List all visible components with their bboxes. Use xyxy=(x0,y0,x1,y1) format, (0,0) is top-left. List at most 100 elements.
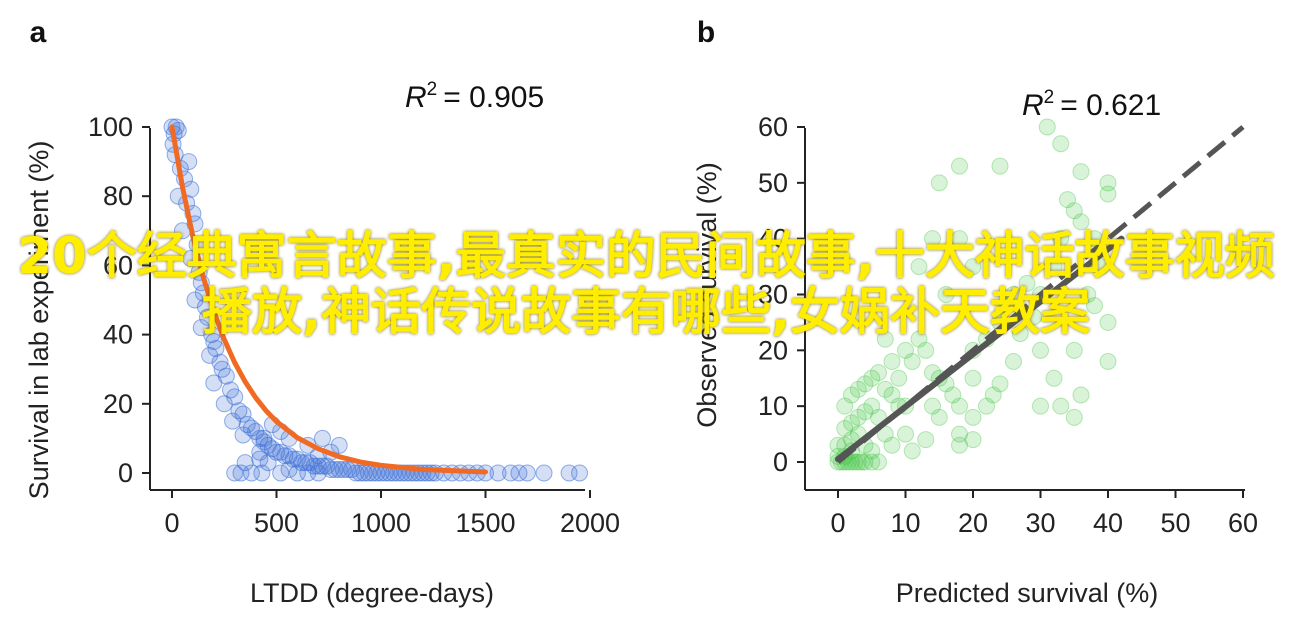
y-tick-label: 40 xyxy=(103,320,133,350)
y-tick-label: 20 xyxy=(758,335,788,365)
data-point xyxy=(849,408,867,426)
data-point xyxy=(964,369,982,387)
data-point xyxy=(930,174,948,192)
data-point xyxy=(924,230,941,248)
r-squared-value: = 0.621 xyxy=(1060,89,1161,122)
data-point xyxy=(843,414,860,432)
data-point xyxy=(1059,191,1076,209)
data-point xyxy=(207,339,225,357)
data-point xyxy=(856,375,874,393)
y-tick-label: 20 xyxy=(103,389,133,419)
r-symbol: R xyxy=(405,81,427,114)
data-point xyxy=(937,286,955,303)
data-point xyxy=(951,436,968,454)
y-tick-label: 60 xyxy=(103,250,133,280)
data-point xyxy=(251,443,269,461)
chart-panel-b: b 0 10 20 30 40 50 60 0 10 20 30 40 50 60 Predicted sur… xyxy=(692,16,1258,608)
x-tick-label: 50 xyxy=(1160,508,1190,538)
data-point xyxy=(991,375,1009,393)
r-squared-annotation: R2 = 0.905 xyxy=(405,79,544,114)
y-tick-label: 60 xyxy=(758,112,788,142)
data-point xyxy=(1092,258,1110,276)
x-tick-label: 30 xyxy=(1025,508,1055,538)
data-point xyxy=(876,330,894,348)
data-point xyxy=(863,442,881,460)
x-tick-label: 500 xyxy=(254,508,299,538)
data-point xyxy=(1005,286,1022,303)
data-point xyxy=(1052,230,1070,248)
data-point xyxy=(203,326,221,344)
data-point xyxy=(863,397,881,415)
data-point xyxy=(1045,258,1063,276)
data-point xyxy=(883,353,901,370)
r-squared-superscript: 2 xyxy=(427,79,438,100)
data-point xyxy=(330,436,348,454)
data-point xyxy=(1018,274,1036,292)
r-symbol: R xyxy=(1022,89,1044,122)
data-point xyxy=(897,341,914,359)
data-point xyxy=(846,453,864,471)
data-point xyxy=(284,450,302,468)
r-squared-annotation: R2 = 0.621 xyxy=(1022,87,1161,122)
data-point xyxy=(836,420,854,437)
data-point xyxy=(944,386,962,404)
data-point xyxy=(253,464,271,482)
y-tick-label: 0 xyxy=(118,458,133,488)
data-point xyxy=(211,353,229,371)
x-tick-label: 10 xyxy=(890,508,920,538)
fit-curve xyxy=(169,124,488,475)
x-tick-label: 2000 xyxy=(560,508,620,538)
data-point xyxy=(883,386,901,404)
data-point xyxy=(535,464,553,482)
data-point xyxy=(1065,408,1083,426)
data-point xyxy=(1099,313,1117,331)
data-point xyxy=(224,412,242,430)
data-point xyxy=(192,319,210,337)
data-point xyxy=(1045,369,1063,387)
data-point xyxy=(1072,213,1090,231)
data-point xyxy=(1072,163,1090,181)
r-squared-superscript: 2 xyxy=(1044,87,1055,108)
y-tick-label: 50 xyxy=(758,168,788,198)
identity-dashed-line xyxy=(836,125,1245,464)
data-point xyxy=(205,374,223,392)
data-point xyxy=(1052,135,1070,153)
data-point xyxy=(236,454,254,472)
data-point xyxy=(205,333,223,351)
data-point xyxy=(903,353,921,370)
data-point xyxy=(1032,397,1049,415)
data-point xyxy=(910,258,928,276)
panel-label: a xyxy=(30,16,47,49)
data-point xyxy=(917,341,935,359)
data-point xyxy=(518,464,536,482)
data-point xyxy=(1011,325,1029,343)
data-point xyxy=(883,436,901,454)
data-point xyxy=(863,369,881,387)
data-point xyxy=(571,464,589,482)
y-tick-label: 10 xyxy=(758,391,788,421)
data-point xyxy=(234,405,252,423)
y-tick-label: 100 xyxy=(88,112,133,142)
data-point xyxy=(984,386,1002,404)
data-point xyxy=(339,461,357,479)
overlay-caption: 20个经典寓言故事,最真实的民间故事,十大神话故事视频播放,神话传说故事有哪些,… xyxy=(17,227,1275,341)
data-point xyxy=(924,397,941,415)
data-point xyxy=(1099,185,1117,203)
data-point xyxy=(1079,286,1097,303)
data-point xyxy=(313,429,331,447)
data-point xyxy=(489,464,507,482)
data-point xyxy=(1065,202,1083,220)
x-tick-label: 1000 xyxy=(351,508,411,538)
data-point xyxy=(998,297,1016,315)
x-tick-label: 0 xyxy=(164,508,179,538)
data-point xyxy=(903,442,921,460)
x-tick-label: 20 xyxy=(958,508,988,538)
data-point xyxy=(876,380,894,398)
data-point xyxy=(951,425,968,443)
data-point xyxy=(856,403,874,421)
data-point xyxy=(309,464,327,482)
data-point xyxy=(1072,386,1090,404)
data-point xyxy=(978,397,995,415)
data-point xyxy=(226,464,244,482)
